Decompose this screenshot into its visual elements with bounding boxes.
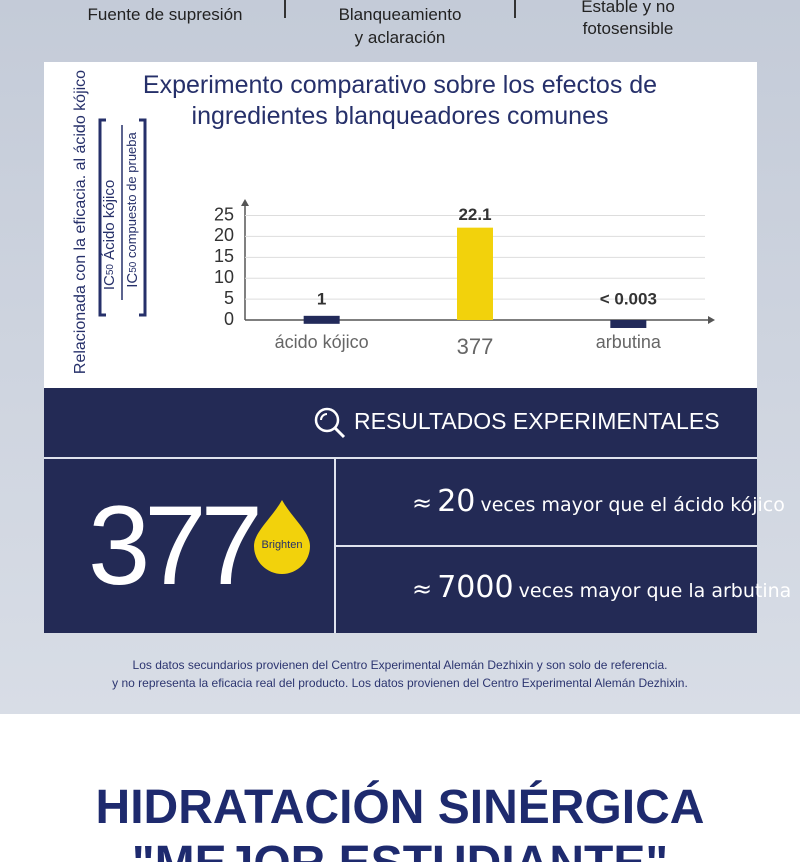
- header-text: Fuente de supresión: [87, 5, 243, 24]
- value-label: 22.1: [458, 205, 491, 224]
- x-tick-label: 377: [457, 334, 494, 359]
- bracket: [98, 118, 147, 317]
- ic: IC: [101, 275, 118, 290]
- search-icon: [314, 407, 346, 439]
- y-tick-label: 20: [214, 225, 234, 245]
- divider: [44, 457, 757, 459]
- drop: Brighten: [254, 500, 310, 574]
- chart-title: Experimento comparativo sobre los efecto…: [142, 71, 658, 130]
- fraction-numerator: IC50 Ácido kójico: [101, 180, 118, 290]
- x-tick-label: ácido kójico: [275, 332, 369, 352]
- badge: Brighten: [262, 539, 303, 551]
- y-tick-label: 15: [214, 246, 234, 266]
- chart-card: [44, 62, 757, 388]
- results-title: RESULTADOS EXPERIMENTALES: [354, 408, 720, 434]
- result-row: ≈ 20 veces mayor que el ácido kójico: [412, 484, 785, 519]
- results-number: 377: [88, 483, 263, 608]
- y-axis-label: Relacionada con la eficacia. al ácido kó…: [72, 70, 89, 374]
- section-title-line: "MEJOR ESTUDIANTE": [132, 837, 668, 862]
- approx: ≈: [412, 575, 433, 603]
- value-label: 1: [317, 289, 326, 308]
- bar: [303, 315, 340, 324]
- y-tick-label: 5: [224, 288, 234, 308]
- footnote: Los datos secundarios provienen del Cent…: [0, 656, 800, 692]
- header-item: Estable y no fotosensible: [528, 0, 728, 40]
- footnote-line: Los datos secundarios provienen del Cent…: [132, 658, 668, 672]
- divider: [334, 459, 336, 633]
- fraction-denominator: IC50 compuesto de prueba: [124, 131, 141, 287]
- header-text: Blanqueamiento: [338, 5, 462, 24]
- bar: [457, 227, 493, 320]
- result-row: ≈ 7000 veces mayor que la arbutina: [412, 570, 791, 605]
- header-item: Fuente de supresión: [60, 3, 270, 26]
- y-tick-label: 0: [224, 309, 234, 329]
- x-axis-arrow: [708, 316, 715, 324]
- header-text: Estable y no: [581, 0, 675, 16]
- header-text: fotosensible: [582, 19, 674, 38]
- approx: ≈: [412, 489, 433, 517]
- ic: IC: [124, 273, 141, 288]
- separator: [514, 0, 516, 18]
- separator: [284, 0, 286, 18]
- section-title-line: HIDRATACIÓN SINÉRGICA: [95, 781, 705, 834]
- results-panel: [44, 388, 757, 633]
- value-label: < 0.003: [600, 289, 657, 308]
- x-tick-label: arbutina: [596, 332, 662, 352]
- divider: [336, 545, 757, 547]
- footnote-line: y no representa la eficacia real del pro…: [112, 676, 688, 690]
- ic-subscript: 50: [128, 261, 139, 273]
- bar: [610, 319, 647, 328]
- y-tick-label: 10: [214, 267, 234, 287]
- row-value: 20: [437, 484, 476, 519]
- y-axis-arrow: [241, 199, 249, 206]
- row-value: 7000: [437, 570, 514, 605]
- section-title: HIDRATACIÓN SINÉRGICA "MEJOR ESTUDIANTE": [0, 780, 800, 862]
- row-text: veces mayor que la arbutina: [518, 580, 792, 602]
- row-text: veces mayor que el ácido kójico: [480, 494, 785, 516]
- numerator: Ácido kójico: [101, 180, 118, 260]
- ic-subscript: 50: [105, 264, 116, 276]
- header-item: Blanqueamiento y aclaración: [300, 3, 500, 49]
- header-text: y aclaración: [354, 28, 446, 47]
- y-tick-label: 25: [214, 204, 234, 224]
- chart: Relacionada con la eficacia. al ácido kó…: [72, 70, 715, 374]
- denominator: compuesto de prueba: [124, 131, 139, 258]
